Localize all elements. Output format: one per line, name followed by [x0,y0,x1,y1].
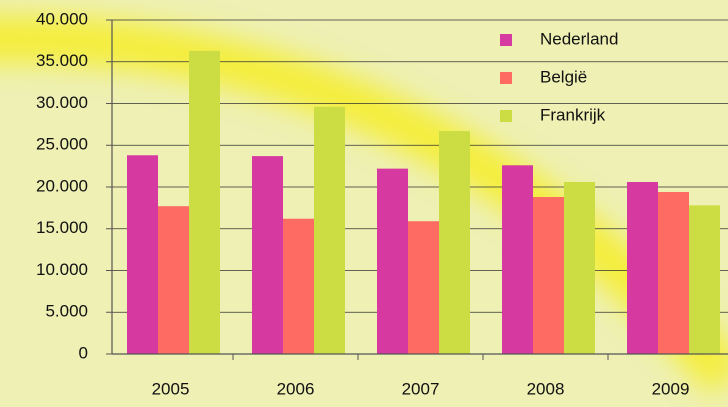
bar [533,197,564,354]
y-tick-label: 15.000 [36,218,88,237]
y-tick-label: 40.000 [36,9,88,28]
bar [189,50,220,355]
bar [283,218,314,354]
bar [127,155,158,354]
bar [627,181,658,354]
bar [377,168,408,354]
y-tick-label: 35.000 [36,51,88,70]
bar [314,106,345,354]
bar [408,221,439,354]
bar [689,205,720,354]
y-tick-label: 10.000 [36,260,88,279]
x-tick-label: 2005 [152,379,190,398]
x-tick-label: 2006 [277,379,315,398]
x-tick-label: 2008 [527,379,565,398]
legend-swatch [500,34,512,46]
x-tick-label: 2007 [402,379,440,398]
bar [502,165,533,354]
x-tick-label: 2009 [652,379,690,398]
legend-swatch [500,72,512,84]
y-tick-label: 5.000 [45,302,88,321]
bar [564,181,595,354]
bar [158,206,189,354]
y-tick-label: 30.000 [36,93,88,112]
bar [658,192,689,354]
legend-label: Frankrijk [540,105,606,124]
legend-label: België [540,67,587,86]
bar [252,156,283,354]
legend-swatch [500,110,512,122]
legend-label: Nederland [540,29,618,48]
y-tick-label: 20.000 [36,176,88,195]
bar [439,131,470,354]
y-tick-label: 25.000 [36,135,88,154]
y-tick-label: 0 [79,343,88,362]
